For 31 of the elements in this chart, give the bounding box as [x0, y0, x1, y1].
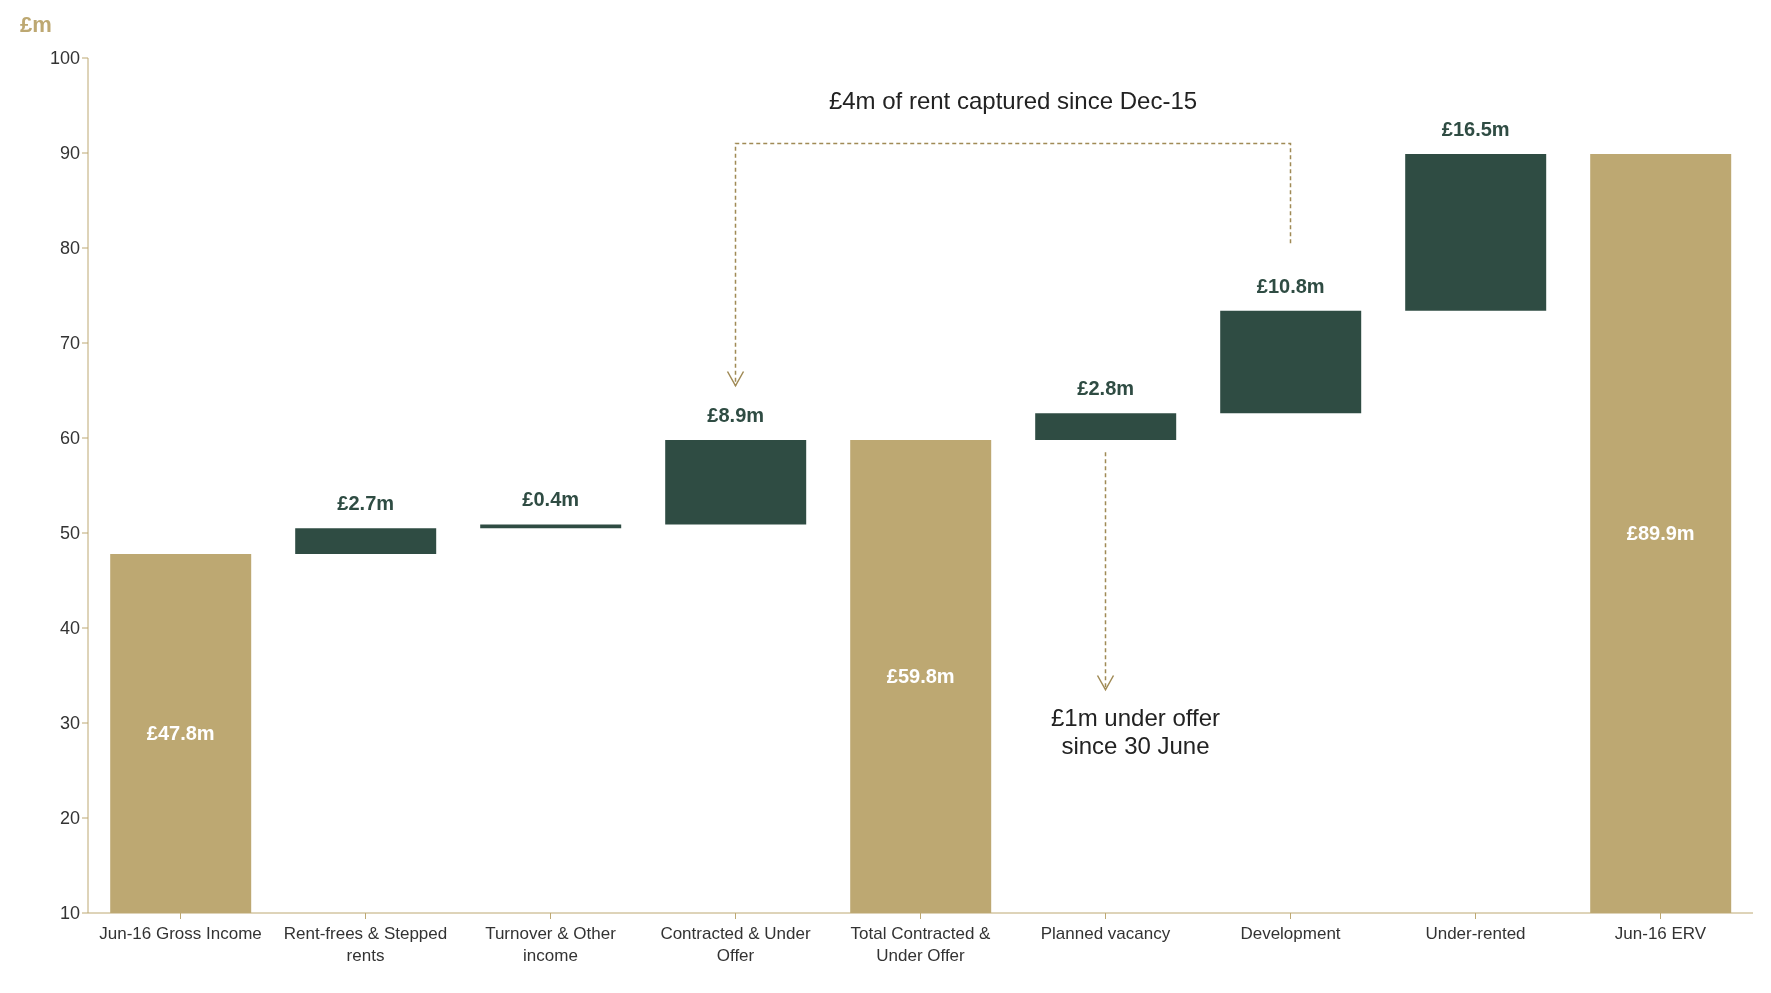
data-label: £59.8m [886, 665, 955, 688]
y-tick-label: 90 [59, 143, 80, 164]
data-label: £0.4m [522, 488, 580, 511]
x-tick-label: Development [1240, 924, 1341, 943]
annotation: £1m under offer since 30 June [1050, 704, 1221, 760]
x-tick-label: Under-rented [1425, 924, 1526, 943]
y-tick-label: 20 [59, 808, 80, 829]
data-label: £16.5m [1441, 117, 1510, 140]
x-tick-label: Jun-16 ERV [1614, 924, 1707, 943]
data-label: £10.8m [1256, 274, 1325, 297]
y-tick-label: 100 [49, 48, 80, 69]
y-tick-label: 40 [59, 618, 80, 639]
x-tick-label: Rent-frees & Stepped rents [283, 924, 448, 965]
y-tick-label: 50 [59, 523, 80, 544]
y-tick-label: 10 [59, 903, 80, 924]
data-label: £8.9m [707, 403, 765, 426]
x-tick-label: Contracted & Under Offer [660, 924, 811, 965]
x-tick-label: Turnover & Other income [485, 924, 617, 965]
data-label: £2.7m [337, 492, 395, 515]
x-tick-label: Jun-16 Gross Income [99, 924, 262, 943]
data-label: £2.8m [1077, 377, 1135, 400]
data-label: £47.8m [146, 722, 215, 745]
x-tick-label: Planned vacancy [1040, 924, 1171, 943]
x-tick-label: Total Contracted & Under Offer [850, 924, 992, 965]
annotation: £4m of rent captured since Dec-15 [827, 86, 1199, 115]
data-label: £89.9m [1626, 522, 1695, 545]
y-tick-label: 70 [59, 333, 80, 354]
y-tick-label: 80 [59, 238, 80, 259]
y-tick-label: 30 [59, 713, 80, 734]
y-axis-title: £m [20, 12, 52, 38]
y-tick-label: 60 [59, 428, 80, 449]
